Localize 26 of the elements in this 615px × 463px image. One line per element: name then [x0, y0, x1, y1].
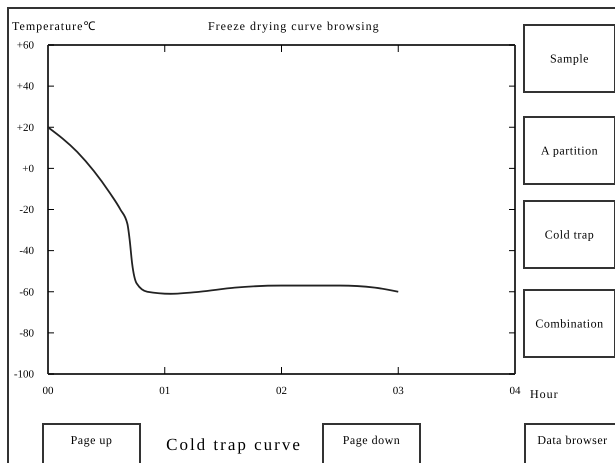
y-tick-label: +20: [16, 122, 34, 134]
x-tick-label: 00: [42, 384, 54, 397]
button[interactable]: Combination: [523, 289, 615, 358]
y-tick-label: -60: [19, 286, 34, 298]
y-tick-label: -80: [19, 327, 34, 340]
y-tick-label: -100: [14, 368, 34, 381]
y-tick-label: +60: [16, 40, 34, 52]
text: Cold trap curve: [166, 435, 302, 454]
x-tick-label: 04: [510, 384, 521, 397]
button[interactable]: Page up: [42, 423, 141, 463]
button[interactable]: Page down: [322, 423, 421, 463]
y-tick-label: +0: [22, 162, 34, 175]
x-tick-label: 03: [392, 384, 404, 397]
button[interactable]: A partition: [523, 116, 615, 185]
y-tick-label: +40: [16, 80, 34, 93]
x-tick-label: 01: [159, 384, 170, 397]
y-axis-title: Temperature℃: [12, 19, 96, 33]
x-axis-title: Hour: [530, 387, 559, 401]
button[interactable]: Sample: [523, 24, 615, 93]
chart-title: Freeze drying curve browsing: [208, 19, 380, 33]
button[interactable]: Data browser: [524, 423, 615, 463]
line-series: [47, 126, 400, 295]
y-tick-label: -20: [19, 204, 34, 216]
y-tick-label: -40: [19, 245, 34, 258]
button[interactable]: Cold trap: [523, 200, 615, 269]
x-tick-label: 02: [276, 384, 287, 397]
